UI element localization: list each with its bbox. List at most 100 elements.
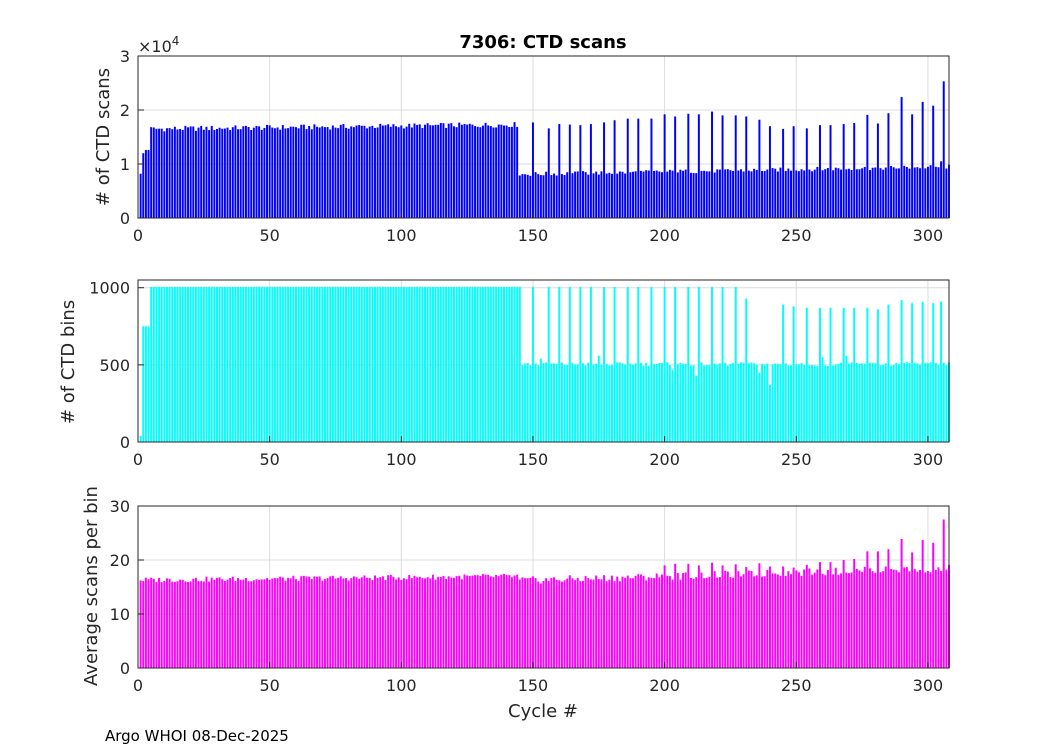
- bar-average: [481, 574, 484, 668]
- xtick-label-scans: 250: [781, 226, 812, 245]
- bar-bins: [758, 372, 761, 442]
- bar-average: [474, 575, 477, 668]
- bar-scans: [919, 168, 922, 218]
- bar-scans: [181, 129, 184, 218]
- bar-average: [373, 575, 376, 668]
- bar-average: [850, 572, 853, 668]
- bar-bins: [921, 301, 924, 442]
- bar-average: [784, 575, 787, 668]
- bar-bins: [916, 363, 919, 442]
- bar-average: [400, 579, 403, 668]
- bar-bins: [247, 286, 250, 442]
- bar-scans: [447, 123, 450, 218]
- bar-average: [671, 579, 674, 668]
- bar-bins: [658, 362, 661, 442]
- bar-average: [937, 567, 940, 668]
- bar-average: [792, 567, 795, 668]
- xtick-label-scans: 300: [913, 226, 944, 245]
- bar-bins: [676, 364, 679, 442]
- bar-bins: [271, 286, 274, 442]
- bar-average: [905, 567, 908, 668]
- bar-bins: [582, 363, 584, 442]
- bar-average: [184, 581, 187, 668]
- bar-average: [650, 577, 653, 668]
- bar-bins: [400, 286, 403, 442]
- bar-bins: [316, 286, 319, 442]
- bar-scans: [697, 114, 700, 218]
- bar-bins: [505, 286, 508, 442]
- bar-scans: [481, 125, 484, 218]
- bar-scans: [792, 126, 795, 218]
- bar-scans: [703, 170, 706, 218]
- bar-average: [326, 578, 329, 668]
- bar-scans: [208, 130, 211, 218]
- bar-average: [437, 576, 440, 668]
- bar-scans: [695, 173, 698, 218]
- bar-bins: [331, 286, 334, 442]
- bar-average: [503, 573, 505, 668]
- bar-average: [661, 574, 663, 668]
- bar-bins: [484, 286, 487, 442]
- bar-average: [866, 551, 869, 668]
- bar-bins: [234, 286, 237, 442]
- bar-average: [181, 579, 184, 668]
- bar-bins: [621, 363, 624, 442]
- bar-bins: [158, 286, 161, 442]
- bar-average: [721, 565, 724, 668]
- bar-scans: [597, 174, 600, 218]
- bar-bins: [508, 286, 511, 442]
- bar-average: [239, 579, 242, 668]
- bar-scans: [653, 170, 656, 218]
- bar-bins: [779, 364, 782, 442]
- bar-average: [713, 571, 716, 668]
- bar-scans: [587, 174, 590, 218]
- bar-scans: [363, 125, 366, 218]
- bar-bins: [347, 286, 350, 442]
- ticks-bins: 0 50 100 150 200 250 300 0 500 1000: [89, 279, 950, 469]
- bar-scans: [903, 165, 906, 218]
- bar-bins: [429, 286, 432, 442]
- bar-scans: [526, 174, 529, 218]
- bar-scans: [787, 168, 790, 218]
- bar-average: [260, 579, 263, 668]
- bar-average: [861, 571, 864, 668]
- bar-average: [566, 578, 569, 668]
- bar-bins: [363, 286, 366, 442]
- bar-bins: [908, 363, 911, 442]
- bar-average: [321, 580, 324, 668]
- bar-average: [813, 572, 816, 668]
- bar-bins: [555, 363, 558, 442]
- bar-bins: [310, 286, 313, 442]
- bar-scans: [529, 175, 532, 218]
- bar-bins: [200, 286, 203, 442]
- bar-scans: [895, 168, 898, 218]
- bar-scans: [576, 171, 579, 218]
- bar-scans: [721, 115, 724, 218]
- bar-scans: [531, 122, 534, 218]
- bar-average: [832, 574, 835, 668]
- bar-bins: [342, 286, 345, 442]
- axes-frame: [137, 279, 950, 443]
- bar-bins: [945, 364, 948, 442]
- bar-scans: [223, 128, 226, 218]
- bar-scans: [184, 125, 187, 218]
- bar-average: [790, 574, 793, 668]
- bar-average: [776, 574, 779, 668]
- bar-scans: [582, 171, 584, 218]
- bar-scans: [360, 125, 363, 218]
- bar-bins: [705, 365, 708, 442]
- bar-bins: [326, 286, 329, 442]
- bar-bins: [932, 303, 935, 442]
- bar-bins: [811, 364, 814, 442]
- bar-scans: [176, 129, 179, 218]
- bar-average: [919, 569, 922, 668]
- bar-scans: [734, 115, 737, 218]
- bar-average: [234, 580, 237, 668]
- bar-average: [795, 570, 798, 668]
- bar-average: [871, 571, 874, 668]
- bar-scans: [289, 126, 292, 218]
- bar-average: [576, 577, 579, 668]
- bar-average: [629, 578, 632, 668]
- ticks-scans: 0 50 100 150 200 250 300 0 1 2 3: [120, 47, 950, 245]
- bar-bins: [192, 286, 195, 442]
